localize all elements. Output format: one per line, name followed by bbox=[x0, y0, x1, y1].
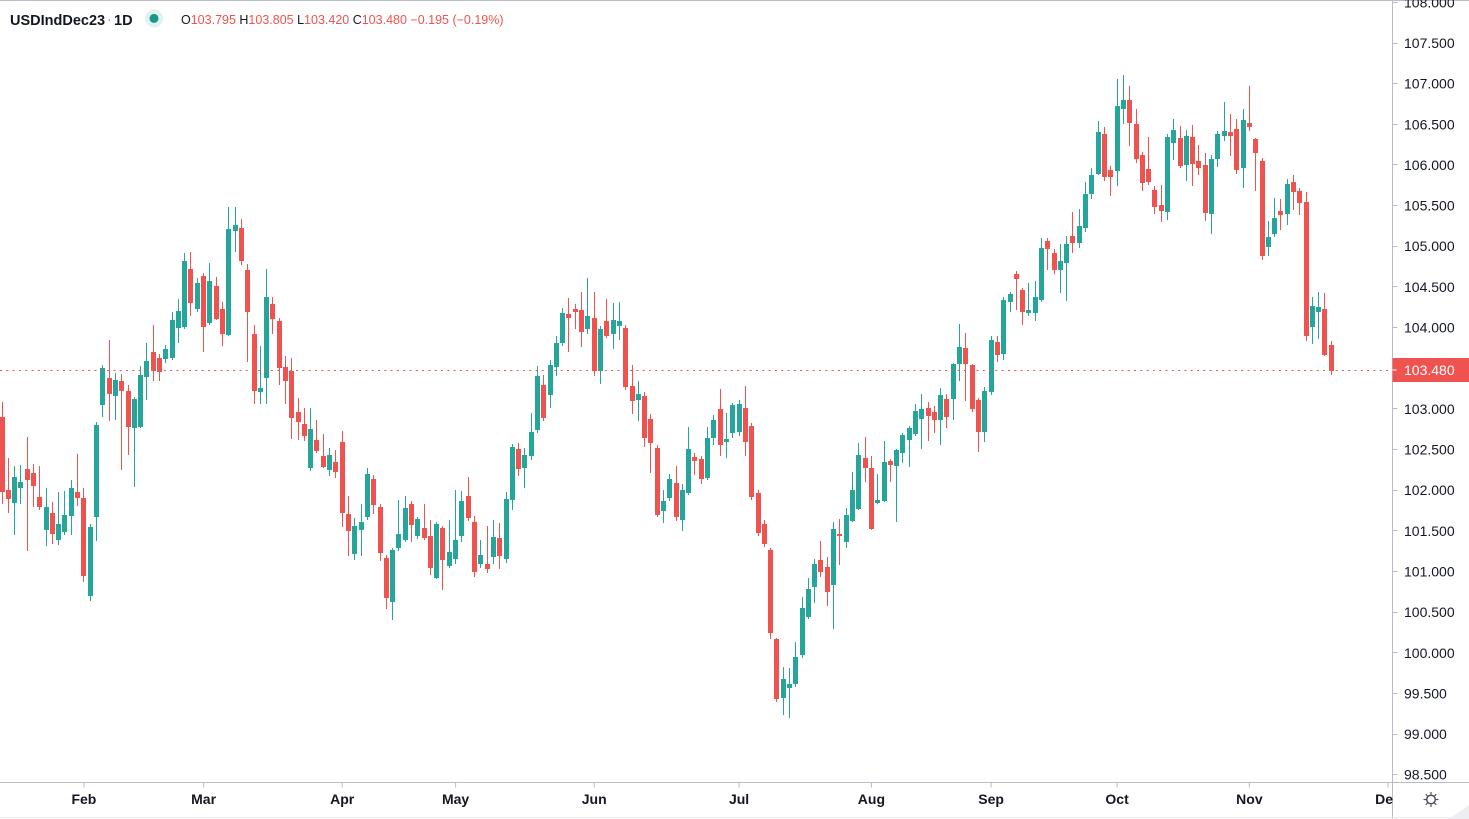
svg-text:Feb: Feb bbox=[71, 791, 96, 807]
svg-text:O103.795 H103.805 L103.420 C10: O103.795 H103.805 L103.420 C103.480 −0.1… bbox=[181, 13, 504, 27]
svg-text:105.000: 105.000 bbox=[1404, 238, 1455, 254]
svg-text:Apr: Apr bbox=[330, 791, 355, 807]
svg-text:·: · bbox=[107, 11, 112, 27]
svg-text:106.500: 106.500 bbox=[1404, 116, 1455, 132]
svg-text:104.500: 104.500 bbox=[1404, 279, 1455, 295]
svg-text:Dec: Dec bbox=[1375, 791, 1401, 807]
svg-text:USDIndDec23: USDIndDec23 bbox=[10, 13, 105, 29]
svg-text:Nov: Nov bbox=[1236, 791, 1263, 807]
svg-text:103.000: 103.000 bbox=[1404, 401, 1455, 417]
svg-text:Jul: Jul bbox=[729, 791, 749, 807]
svg-text:105.500: 105.500 bbox=[1404, 198, 1455, 214]
svg-text:1D: 1D bbox=[114, 13, 133, 29]
svg-text:102.500: 102.500 bbox=[1404, 442, 1455, 458]
svg-text:100.000: 100.000 bbox=[1404, 645, 1455, 661]
svg-text:101.500: 101.500 bbox=[1404, 523, 1455, 539]
svg-text:Oct: Oct bbox=[1105, 791, 1129, 807]
svg-text:98.500: 98.500 bbox=[1404, 767, 1447, 783]
svg-text:107.500: 107.500 bbox=[1404, 35, 1455, 51]
svg-text:Aug: Aug bbox=[858, 791, 885, 807]
svg-text:Sep: Sep bbox=[978, 791, 1004, 807]
svg-text:99.000: 99.000 bbox=[1404, 726, 1447, 742]
svg-text:107.000: 107.000 bbox=[1404, 76, 1455, 92]
svg-text:106.000: 106.000 bbox=[1404, 157, 1455, 173]
svg-text:102.000: 102.000 bbox=[1404, 482, 1455, 498]
svg-text:May: May bbox=[442, 791, 469, 807]
svg-text:Jun: Jun bbox=[582, 791, 607, 807]
svg-text:103.480: 103.480 bbox=[1404, 362, 1455, 378]
svg-text:100.500: 100.500 bbox=[1404, 604, 1455, 620]
svg-text:Mar: Mar bbox=[191, 791, 216, 807]
svg-text:99.500: 99.500 bbox=[1404, 685, 1447, 701]
svg-text:101.000: 101.000 bbox=[1404, 563, 1455, 579]
svg-text:108.000: 108.000 bbox=[1404, 0, 1455, 10]
svg-text:104.000: 104.000 bbox=[1404, 320, 1455, 336]
